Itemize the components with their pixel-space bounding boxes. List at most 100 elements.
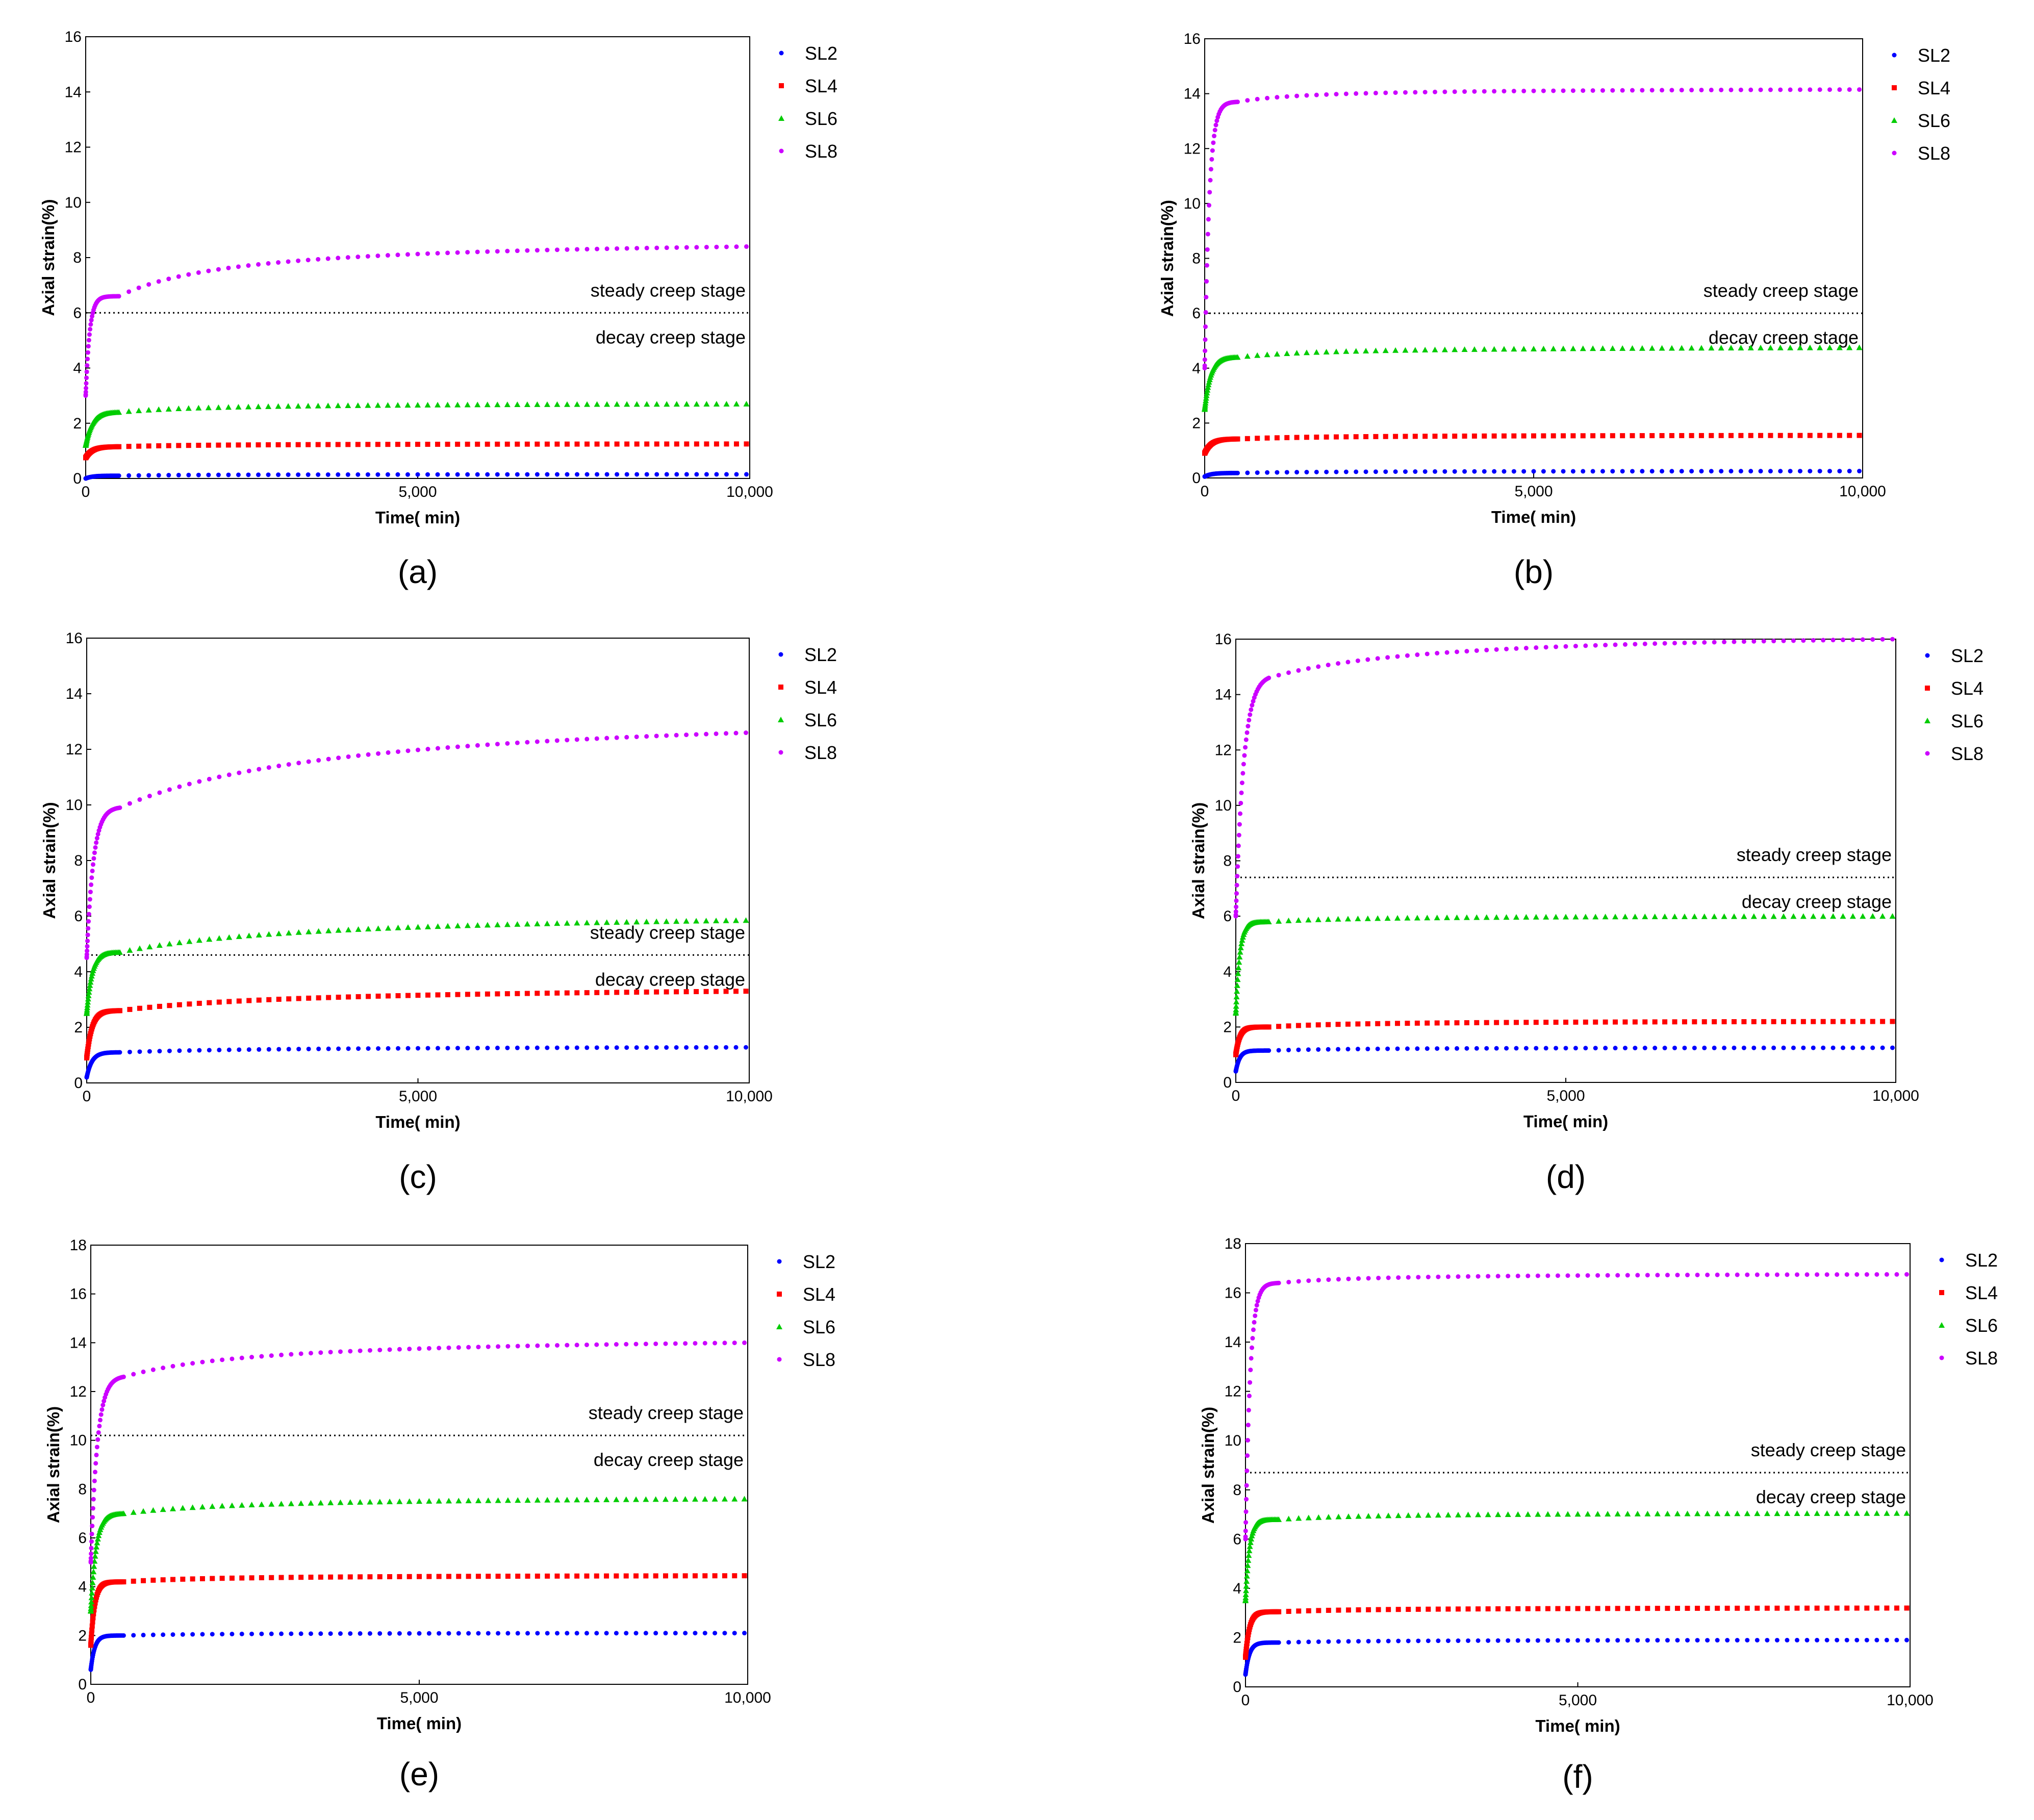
data-point (417, 1346, 422, 1351)
data-point (101, 1399, 107, 1404)
y-tick-label: 4 (1223, 964, 1232, 980)
data-point (1501, 433, 1507, 439)
data-point (1481, 346, 1488, 352)
data-point (167, 1048, 172, 1053)
data-point (216, 999, 222, 1005)
data-point (554, 1045, 560, 1050)
data-point (435, 472, 440, 477)
data-point (88, 1556, 93, 1561)
data-point (1622, 1046, 1628, 1051)
data-point (345, 402, 351, 408)
data-point (584, 401, 591, 407)
data-point (180, 1362, 185, 1367)
data-point (1205, 247, 1210, 252)
data-point (1326, 1047, 1331, 1052)
data-point (90, 1569, 97, 1575)
data-point (286, 1047, 291, 1052)
data-point (465, 992, 470, 997)
data-point (624, 735, 629, 740)
data-point (1255, 436, 1260, 441)
data-point (97, 1424, 102, 1429)
data-point (1630, 88, 1635, 93)
y-tick-label: 16 (65, 29, 82, 45)
data-point (778, 652, 783, 657)
data-point (245, 442, 251, 448)
data-point (1600, 433, 1606, 439)
data-point (1494, 1020, 1499, 1025)
data-point (336, 995, 341, 1000)
data-point (85, 944, 90, 949)
data-point (644, 245, 649, 250)
data-point (269, 1631, 274, 1636)
data-point (1652, 641, 1658, 646)
data-point (93, 1461, 98, 1466)
data-point (365, 254, 370, 259)
data-point (1376, 1275, 1381, 1280)
data-point (1555, 1606, 1561, 1611)
y-tick-label: 2 (74, 1019, 83, 1036)
data-point (1501, 346, 1507, 352)
data-point (476, 1345, 481, 1350)
data-point (1535, 1606, 1541, 1611)
data-point (1412, 434, 1418, 439)
data-point (1403, 469, 1408, 474)
data-point (180, 1632, 185, 1637)
data-point (1523, 1046, 1529, 1051)
data-point (1565, 1638, 1570, 1643)
data-point (405, 993, 411, 998)
data-point (85, 999, 91, 1005)
data-point (634, 990, 640, 995)
data-point (574, 1045, 579, 1050)
data-point (90, 1574, 96, 1580)
data-point (1533, 914, 1539, 920)
data-point (515, 1497, 521, 1503)
data-point (525, 740, 530, 745)
data-point (1854, 1637, 1860, 1642)
data-point (1718, 345, 1724, 351)
data-point (416, 1498, 422, 1504)
series-sl6 (84, 917, 749, 1016)
data-point (1493, 914, 1500, 920)
data-point (1595, 1273, 1600, 1278)
data-point (1234, 982, 1240, 988)
x-axis-title: Time( min) (375, 508, 460, 527)
x-tick-label: 10,000 (726, 484, 773, 500)
data-point (1234, 976, 1241, 982)
data-point (170, 1505, 176, 1511)
x-tick-label: 10,000 (726, 1088, 773, 1105)
data-point (714, 1045, 719, 1050)
data-point (328, 1350, 333, 1355)
data-point (356, 753, 361, 758)
data-point (1233, 1006, 1239, 1013)
data-point (226, 772, 232, 777)
data-point (704, 731, 709, 737)
data-point (1211, 140, 1216, 145)
data-point (1306, 1639, 1311, 1645)
data-point (1744, 1510, 1750, 1516)
data-point (1705, 1272, 1710, 1277)
data-point (1550, 433, 1556, 439)
data-point (1583, 1019, 1588, 1025)
data-point (375, 442, 380, 447)
data-point (485, 991, 490, 997)
data-point (1870, 1045, 1875, 1050)
data-point (376, 1046, 381, 1051)
data-point (127, 1006, 133, 1012)
y-tick-label: 8 (1223, 853, 1232, 870)
data-point (744, 730, 749, 736)
data-point (1326, 1607, 1331, 1613)
data-point (146, 282, 151, 287)
data-point (1376, 1638, 1381, 1644)
data-point (1695, 1605, 1700, 1611)
data-point (1294, 93, 1300, 98)
data-point (276, 996, 282, 1002)
data-point (1426, 1606, 1431, 1612)
data-point (1615, 1273, 1620, 1278)
data-point (258, 1501, 265, 1507)
y-tick-label: 18 (70, 1237, 87, 1254)
data-point (246, 932, 252, 939)
data-point (1553, 1020, 1559, 1025)
data-point (742, 1631, 747, 1636)
data-point (298, 1631, 303, 1636)
data-point (1771, 1019, 1776, 1024)
